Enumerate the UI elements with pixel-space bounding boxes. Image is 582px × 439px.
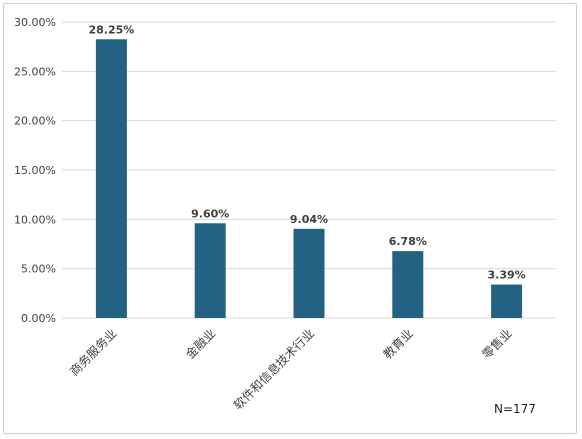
data-label: 6.78% <box>389 235 427 248</box>
category-label: 零售业 <box>479 326 515 362</box>
data-label: 9.60% <box>191 207 229 220</box>
data-labels: 28.25% 9.60% 9.04% 6.78% 3.39% <box>88 23 525 281</box>
y-tick-label: 10.00% <box>14 213 56 226</box>
category-labels: 商务服务业 金融业 软件和信息技术行业 教育业 零售业 <box>66 326 514 413</box>
bars <box>95 39 523 319</box>
y-tick-label: 20.00% <box>14 115 56 128</box>
sample-size-note: N=177 <box>494 402 536 416</box>
category-label: 教育业 <box>380 326 416 362</box>
y-tick-label: 25.00% <box>14 65 56 78</box>
bar <box>491 284 523 318</box>
y-tick-label: 15.00% <box>14 164 56 177</box>
data-label: 28.25% <box>88 23 134 36</box>
bar <box>293 228 325 318</box>
category-label: 商务服务业 <box>66 326 119 379</box>
y-tick-label: 30.00% <box>14 16 56 29</box>
bar <box>392 251 424 318</box>
bar <box>194 223 226 318</box>
category-label: 金融业 <box>182 326 218 362</box>
category-label: 软件和信息技术行业 <box>230 326 317 413</box>
y-tick-label: 5.00% <box>21 263 56 276</box>
gridlines <box>62 21 556 319</box>
y-axis-ticks: 0.00% 5.00% 10.00% 15.00% 20.00% 25.00% 30.00% <box>14 16 56 325</box>
bar <box>95 39 127 319</box>
data-label: 3.39% <box>488 269 526 282</box>
y-tick-label: 0.00% <box>21 312 56 325</box>
data-label: 9.04% <box>290 213 328 226</box>
